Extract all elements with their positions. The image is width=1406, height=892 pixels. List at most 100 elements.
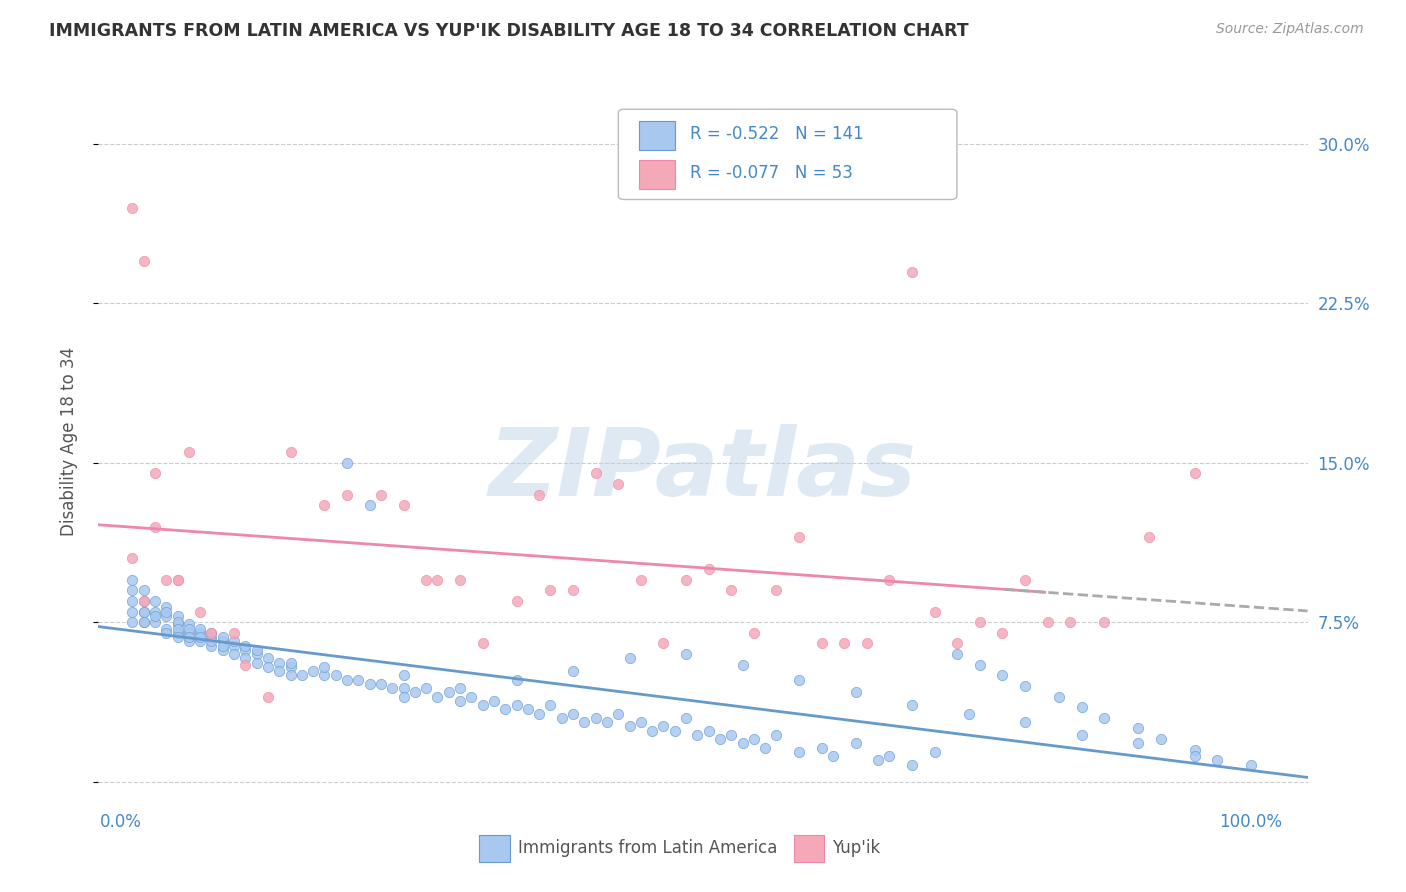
Bar [638, 160, 675, 189]
Point [177, 622, 200, 636]
Point [280, 445, 302, 459]
Point [1126, 736, 1149, 750]
Point [856, 636, 879, 650]
Point [562, 706, 585, 721]
Point [314, 668, 336, 682]
Point [787, 745, 810, 759]
Point [188, 605, 211, 619]
Point [314, 498, 336, 512]
Point [1014, 573, 1036, 587]
Point [392, 690, 415, 704]
Point [200, 625, 222, 640]
Point [607, 706, 630, 721]
Point [1036, 615, 1059, 630]
Text: Source: ZipAtlas.com: Source: ZipAtlas.com [1216, 22, 1364, 37]
Point [132, 615, 155, 630]
Point [121, 594, 143, 608]
Point [200, 634, 222, 648]
Point [1014, 679, 1036, 693]
Point [1240, 757, 1263, 772]
Point [280, 668, 302, 682]
Point [143, 519, 166, 533]
Point [370, 677, 392, 691]
Point [969, 615, 991, 630]
Point [1092, 711, 1115, 725]
Point [222, 647, 245, 661]
Text: ZIPatlas: ZIPatlas [489, 425, 917, 516]
Point [325, 668, 347, 682]
Point [471, 636, 494, 650]
Point [404, 685, 426, 699]
Point [1092, 615, 1115, 630]
Point [426, 690, 449, 704]
Point [1047, 690, 1070, 704]
Point [143, 615, 166, 630]
Point [166, 573, 188, 587]
Point [211, 639, 233, 653]
Point [257, 690, 280, 704]
Bar [638, 121, 675, 151]
Point [585, 711, 607, 725]
Point [675, 711, 697, 725]
Point [177, 634, 200, 648]
Point [200, 639, 222, 653]
Point [754, 740, 776, 755]
Point [901, 264, 924, 278]
Point [188, 630, 211, 644]
Point [302, 664, 325, 678]
Point [946, 636, 969, 650]
Point [810, 636, 832, 650]
Point [211, 630, 233, 644]
Point [211, 634, 233, 648]
Point [347, 673, 370, 687]
Point [257, 651, 280, 665]
Point [731, 736, 754, 750]
Text: Immigrants from Latin America: Immigrants from Latin America [517, 839, 778, 857]
Point [720, 583, 742, 598]
Point [709, 732, 731, 747]
Point [596, 714, 619, 729]
Point [630, 714, 652, 729]
Point [269, 656, 291, 670]
Point [460, 690, 482, 704]
Point [868, 753, 890, 767]
Point [132, 583, 155, 598]
Point [269, 664, 291, 678]
Point [222, 625, 245, 640]
Text: IMMIGRANTS FROM LATIN AMERICA VS YUP'IK DISABILITY AGE 18 TO 34 CORRELATION CHAR: IMMIGRANTS FROM LATIN AMERICA VS YUP'IK … [49, 22, 969, 40]
Point [437, 685, 460, 699]
Point [132, 605, 155, 619]
Point [166, 573, 188, 587]
Point [924, 745, 946, 759]
Point [415, 681, 437, 695]
Point [551, 711, 574, 725]
Point [505, 594, 527, 608]
Point [991, 668, 1014, 682]
Point [155, 625, 177, 640]
Point [166, 615, 188, 630]
Point [211, 642, 233, 657]
Point [200, 625, 222, 640]
Point [121, 583, 143, 598]
Point [562, 583, 585, 598]
Point [845, 685, 868, 699]
Bar [479, 835, 509, 862]
Point [957, 706, 980, 721]
Point [143, 608, 166, 623]
Point [121, 201, 143, 215]
Point [121, 573, 143, 587]
Point [336, 488, 359, 502]
Point [177, 625, 200, 640]
Point [1184, 742, 1206, 756]
Point [166, 617, 188, 632]
Point [121, 551, 143, 566]
Point [879, 749, 901, 764]
Point [415, 573, 437, 587]
Point [155, 622, 177, 636]
Point [233, 642, 256, 657]
Point [200, 630, 222, 644]
Point [143, 605, 166, 619]
Point [166, 630, 188, 644]
Point [765, 728, 787, 742]
Point [630, 573, 652, 587]
